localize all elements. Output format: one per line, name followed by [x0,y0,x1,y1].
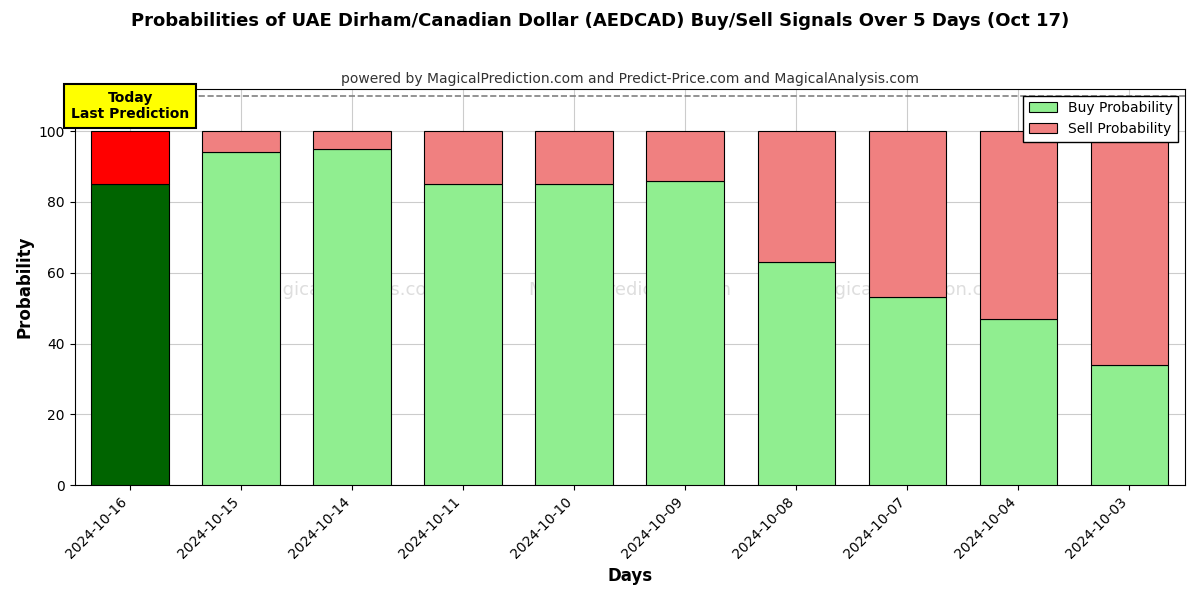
Bar [757,131,835,262]
Bar [425,131,502,184]
Bar [869,298,947,485]
Bar [535,131,613,184]
Bar [535,184,613,485]
Bar [203,152,280,485]
Bar [313,131,391,149]
X-axis label: Days: Days [607,567,653,585]
Bar [979,319,1057,485]
Bar [91,131,169,184]
Bar [203,131,280,152]
Text: MagicalAnalysis.com: MagicalAnalysis.com [256,281,444,299]
Text: Probabilities of UAE Dirham/Canadian Dollar (AEDCAD) Buy/Sell Signals Over 5 Day: Probabilities of UAE Dirham/Canadian Dol… [131,12,1069,30]
Text: MagicalPrediction.com: MagicalPrediction.com [808,281,1012,299]
Text: Today
Last Prediction: Today Last Prediction [71,91,190,121]
Bar [757,262,835,485]
Y-axis label: Probability: Probability [16,236,34,338]
Bar [1091,365,1169,485]
Legend: Buy Probability, Sell Probability: Buy Probability, Sell Probability [1024,95,1178,142]
Bar [425,184,502,485]
Bar [869,131,947,298]
Text: MagicalPrediction.com: MagicalPrediction.com [528,281,731,299]
Bar [647,131,725,181]
Bar [979,131,1057,319]
Bar [91,184,169,485]
Bar [647,181,725,485]
Bar [1091,131,1169,365]
Bar [313,149,391,485]
Title: powered by MagicalPrediction.com and Predict-Price.com and MagicalAnalysis.com: powered by MagicalPrediction.com and Pre… [341,72,919,86]
